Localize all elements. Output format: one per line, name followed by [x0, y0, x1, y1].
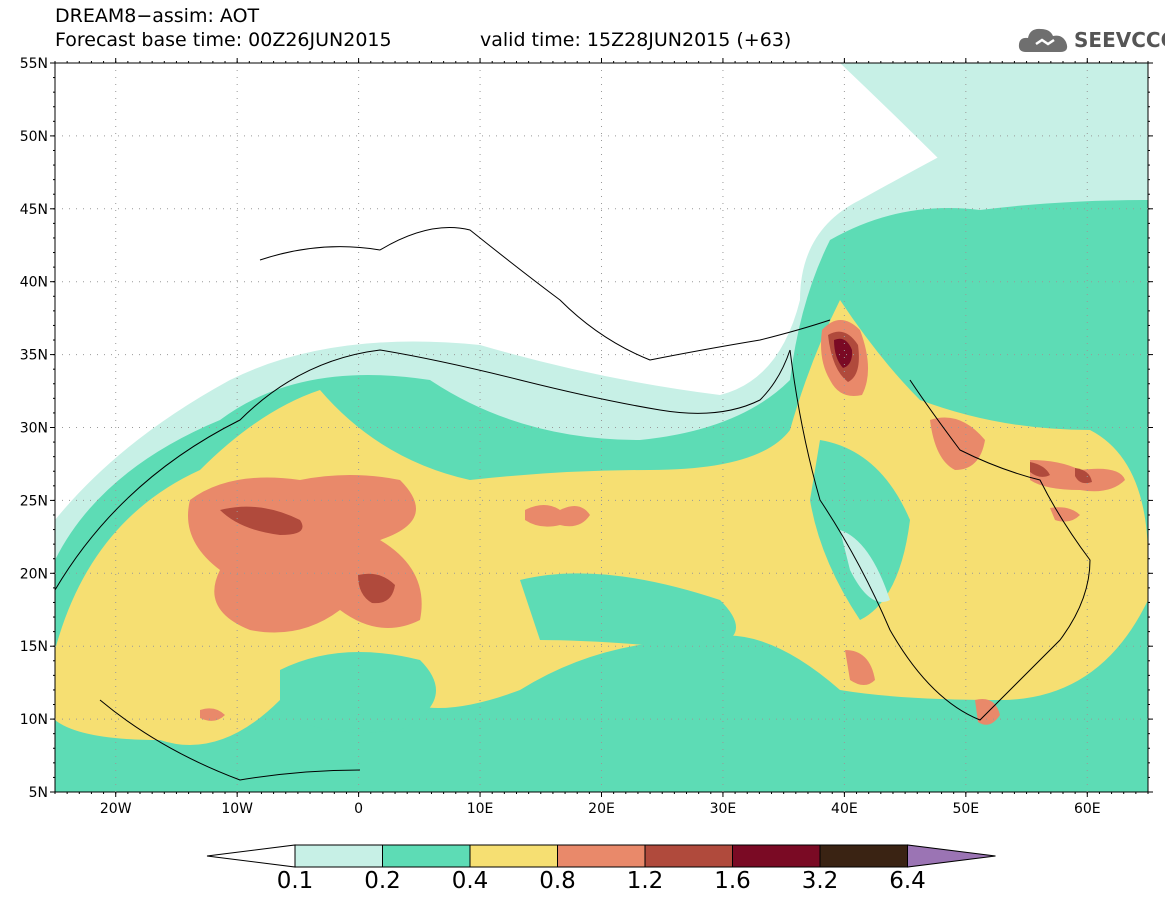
aot-band-0.8: [200, 708, 225, 721]
aot-band-0.2: [810, 440, 910, 620]
aot-band-1.2: [220, 506, 303, 535]
aot-band-0.8: [525, 505, 590, 527]
aot-band-0.8: [188, 475, 422, 633]
lon-label: 20W: [100, 801, 132, 817]
aot-band-0.4: [55, 300, 1148, 745]
lon-label: 50E: [952, 801, 979, 817]
aot-band-0.2: [280, 652, 436, 733]
colorbar-segment: [469, 844, 558, 868]
aot-band-0.2: [520, 573, 736, 650]
colorbar-segment: [819, 844, 908, 868]
colorbar-label: 1.6: [714, 868, 751, 894]
colorbar-under-triangle: [206, 844, 296, 868]
colorbar-label: 3.2: [801, 868, 839, 894]
forecast-base-time: Forecast base time: 00Z26JUN2015: [55, 29, 392, 51]
lat-label: 45N: [20, 202, 48, 218]
colorbar: [206, 844, 996, 868]
lon-label: 0: [354, 801, 363, 817]
lat-label: 25N: [20, 493, 48, 509]
coastlines: [54, 227, 1091, 781]
aot-band-0.8: [930, 417, 985, 470]
colorbar-segment: [644, 844, 733, 868]
axis-ticks: [50, 58, 1153, 797]
colorbar-over-triangle: [907, 844, 996, 868]
aot-field: [55, 63, 1148, 792]
lon-label: 60E: [1074, 801, 1101, 817]
valid-time: valid time: 15Z28JUN2015 (+63): [480, 29, 792, 51]
colorbar-segment: [382, 844, 471, 868]
lat-label: 40N: [20, 275, 48, 291]
lat-label: 55N: [20, 56, 48, 72]
lon-label: 30E: [710, 801, 737, 817]
lon-label: 10W: [221, 801, 253, 817]
aot-band-0.8: [845, 650, 875, 685]
colorbar-label: 0.2: [364, 868, 401, 894]
lat-label: 10N: [20, 712, 48, 728]
aot-band-1.2: [358, 573, 395, 604]
lon-label: 20E: [588, 801, 615, 817]
lat-label: 15N: [20, 639, 48, 655]
aot-band-0.1: [840, 63, 1148, 180]
cloud-icon: [1018, 28, 1068, 52]
aot-band-0.1: [840, 530, 890, 602]
aot-band-1.2: [1030, 462, 1050, 477]
graticule: [55, 63, 1148, 792]
lon-label: 40E: [831, 801, 858, 817]
colorbar-label: 0.1: [276, 868, 314, 894]
logo-text: SEEVCCC: [1074, 28, 1165, 52]
title-line: DREAM8−assim: AOT: [55, 5, 260, 27]
colorbar-segment: [294, 844, 383, 868]
colorbar-label: 0.8: [539, 868, 576, 894]
colorbar-segment: [557, 844, 646, 868]
aot-band-1.2: [1075, 468, 1092, 484]
lat-label: 50N: [20, 129, 48, 145]
lat-label: 20N: [20, 566, 48, 582]
colorbar-segment: [732, 844, 821, 868]
aot-band-1.6: [834, 338, 853, 368]
colorbar-label: 1.2: [626, 868, 664, 894]
lat-label: 30N: [20, 421, 48, 437]
colorbar-label: 6.4: [889, 868, 926, 894]
lat-label: 35N: [20, 348, 48, 364]
lat-label: 5N: [29, 785, 48, 801]
colorbar-label: 0.4: [451, 868, 489, 894]
seevccc-logo: SEEVCCC: [1016, 20, 1165, 60]
lon-label: 10E: [467, 801, 494, 817]
